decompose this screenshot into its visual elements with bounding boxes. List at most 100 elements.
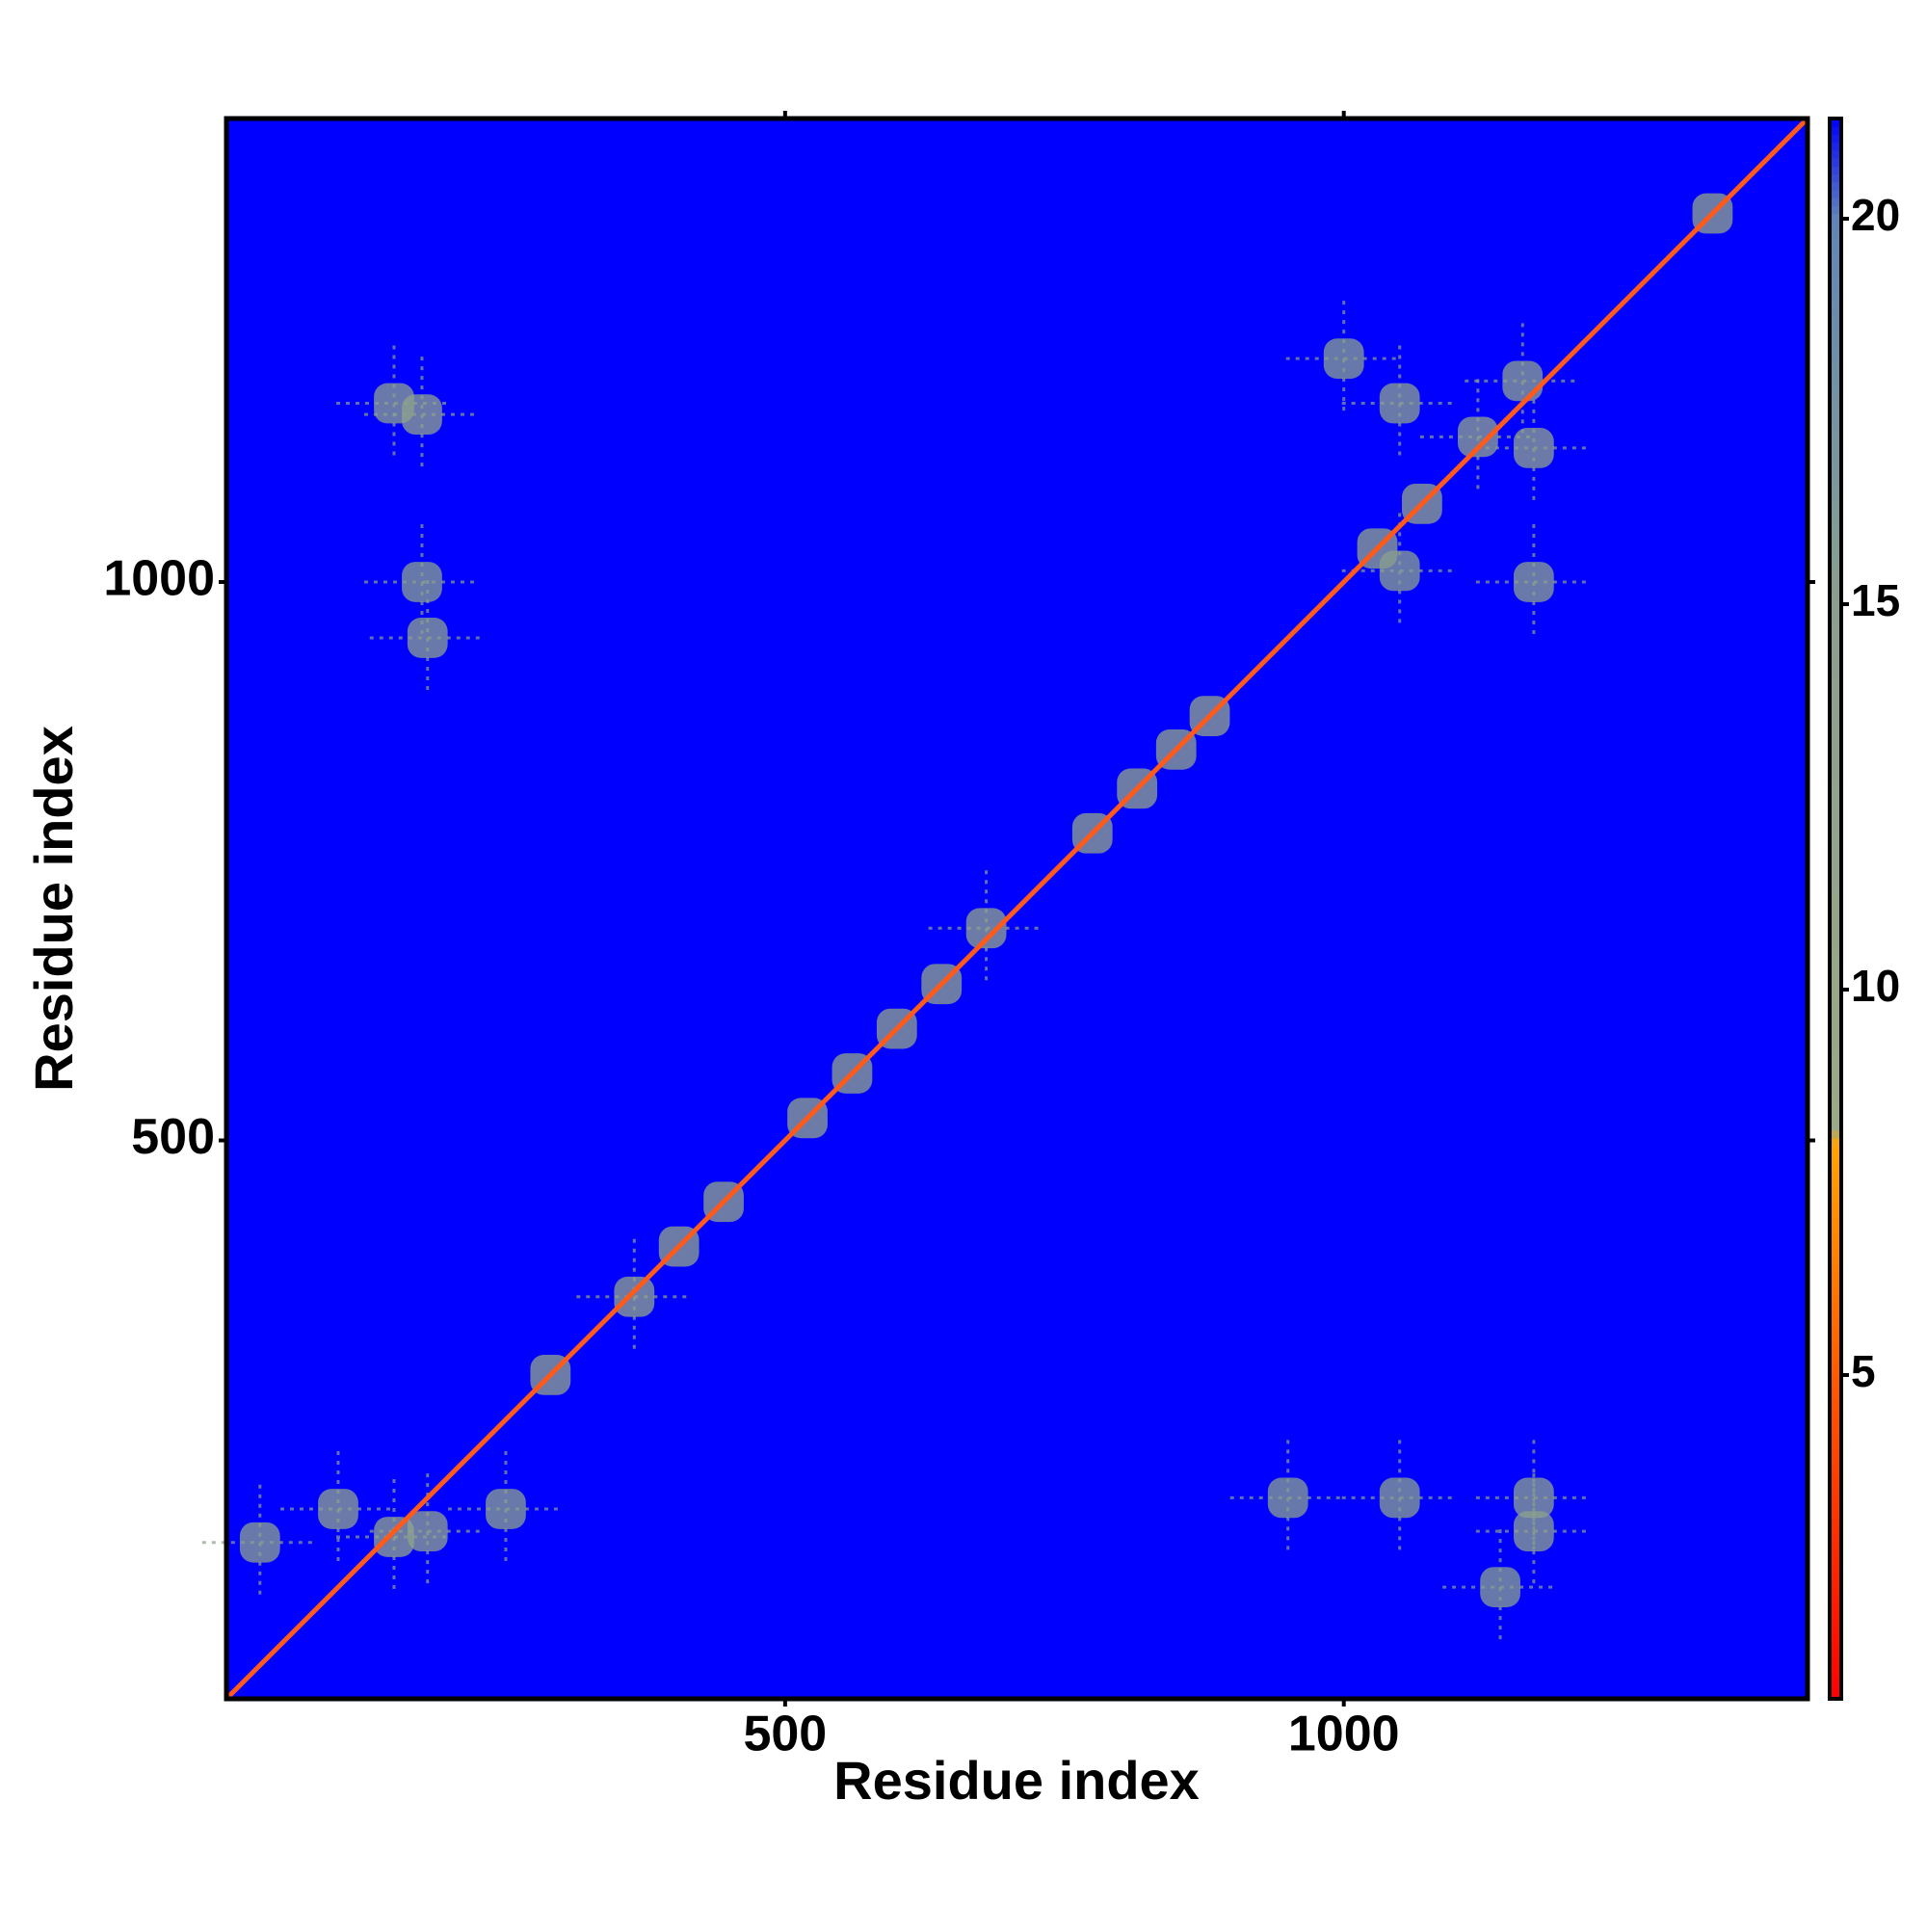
- plot-frame: [224, 116, 1810, 1702]
- colorbar-segment: [1830, 1509, 1841, 1518]
- colorbar-segment: [1830, 386, 1841, 396]
- colorbar-segment: [1830, 1098, 1841, 1107]
- colorbar-segment: [1830, 307, 1841, 317]
- colorbar-segment: [1830, 1414, 1841, 1423]
- colorbar-segment: [1830, 490, 1841, 499]
- colorbar-segment: [1830, 1082, 1841, 1092]
- colorbar-segment: [1830, 1406, 1841, 1416]
- colorbar-segment: [1830, 505, 1841, 515]
- colorbar-segment: [1830, 158, 1841, 167]
- colorbar-segment: [1830, 1485, 1841, 1495]
- colorbar-segment: [1830, 1635, 1841, 1645]
- colorbar-segment: [1830, 1643, 1841, 1653]
- colorbar-tick-label: 20: [1851, 190, 1900, 240]
- colorbar-segment: [1830, 1295, 1841, 1305]
- colorbar-segment: [1830, 1524, 1841, 1534]
- colorbar-segment: [1830, 1596, 1841, 1605]
- colorbar-segment: [1830, 1106, 1841, 1115]
- colorbar-segment: [1830, 1129, 1841, 1139]
- x-axis-title: Residue index: [833, 1750, 1200, 1811]
- colorbar-segment: [1830, 798, 1841, 807]
- colorbar-segment: [1830, 371, 1841, 381]
- colorbar-segment: [1830, 1074, 1841, 1083]
- x-tick-label: 1000: [1288, 1707, 1400, 1762]
- colorbar-segment: [1830, 640, 1841, 648]
- colorbar-segment: [1830, 869, 1841, 878]
- colorbar-segment: [1830, 964, 1841, 973]
- colorbar-segment: [1830, 988, 1841, 996]
- colorbar-segment: [1830, 252, 1841, 262]
- colorbar-segment: [1830, 1137, 1841, 1147]
- colorbar-segment: [1830, 1027, 1841, 1036]
- colorbar-segment: [1830, 1517, 1841, 1526]
- colorbar-segment: [1830, 435, 1841, 443]
- colorbar-segment: [1830, 1161, 1841, 1171]
- colorbar-segment: [1830, 1453, 1841, 1463]
- colorbar-segment: [1830, 742, 1841, 752]
- colorbar-segment: [1830, 877, 1841, 886]
- colorbar-segment: [1830, 687, 1841, 697]
- colorbar-segment: [1830, 268, 1841, 278]
- colorbar-segment: [1830, 1359, 1841, 1368]
- colorbar-segment: [1830, 1304, 1841, 1312]
- colorbar-segment: [1830, 1019, 1841, 1028]
- colorbar-segment: [1830, 774, 1841, 783]
- colorbar-segment: [1830, 198, 1841, 206]
- colorbar-segment: [1830, 529, 1841, 539]
- colorbar-segment: [1830, 166, 1841, 174]
- colorbar-segment: [1830, 1225, 1841, 1233]
- colorbar-segment: [1830, 1122, 1841, 1131]
- colorbar-segment: [1830, 410, 1841, 420]
- colorbar-segment: [1830, 134, 1841, 144]
- colorbar-segment: [1830, 900, 1841, 910]
- colorbar-segment: [1830, 1430, 1841, 1439]
- colorbar-segment: [1830, 300, 1841, 309]
- colorbar-segment: [1830, 727, 1841, 736]
- colorbar-segment: [1830, 553, 1841, 562]
- colorbar-segment: [1830, 119, 1841, 127]
- colorbar-segment: [1830, 790, 1841, 799]
- colorbar-segment: [1830, 465, 1841, 475]
- colorbar-segment: [1830, 356, 1841, 364]
- colorbar-segment: [1830, 845, 1841, 855]
- colorbar-segment: [1830, 632, 1841, 641]
- colorbar-segment: [1830, 1035, 1841, 1044]
- colorbar-segment: [1830, 1050, 1841, 1060]
- colorbar-segment: [1830, 1469, 1841, 1478]
- colorbar-segment: [1830, 781, 1841, 791]
- colorbar-segment: [1830, 1366, 1841, 1376]
- colorbar-segment: [1830, 1319, 1841, 1329]
- colorbar-segment: [1830, 1422, 1841, 1431]
- colorbar-segment: [1830, 1580, 1841, 1589]
- colorbar-frame: [1828, 117, 1843, 1701]
- colorbar-segment: [1830, 277, 1841, 285]
- colorbar-segment: [1830, 1256, 1841, 1265]
- colorbar-segment: [1830, 1216, 1841, 1226]
- colorbar-segment: [1830, 1477, 1841, 1487]
- colorbar-segment: [1830, 593, 1841, 601]
- colorbar-segment: [1830, 1675, 1841, 1684]
- colorbar-segment: [1830, 173, 1841, 183]
- colorbar-segment: [1830, 924, 1841, 934]
- colorbar-segment: [1830, 569, 1841, 578]
- colorbar-tick-label: 5: [1851, 1346, 1876, 1396]
- colorbar-segment: [1830, 1501, 1841, 1510]
- colorbar-segment: [1830, 1690, 1841, 1700]
- colorbar-segment: [1830, 1327, 1841, 1337]
- colorbar-segment: [1830, 1248, 1841, 1257]
- colorbar-segment: [1830, 1193, 1841, 1202]
- colorbar-segment: [1830, 1564, 1841, 1574]
- colorbar-segment: [1830, 482, 1841, 490]
- colorbar-segment: [1830, 1611, 1841, 1621]
- colorbar-segment: [1830, 806, 1841, 815]
- colorbar-segment: [1830, 995, 1841, 1004]
- colorbar-segment: [1830, 758, 1841, 767]
- colorbar-segment: [1830, 1651, 1841, 1660]
- colorbar-segment: [1830, 213, 1841, 223]
- colorbar-segment: [1830, 695, 1841, 704]
- colorbar-segment: [1830, 821, 1841, 831]
- colorbar-tick-label: 10: [1851, 961, 1900, 1011]
- colorbar-segment: [1830, 189, 1841, 198]
- colorbar-segment: [1830, 648, 1841, 657]
- colorbar-segment: [1830, 655, 1841, 665]
